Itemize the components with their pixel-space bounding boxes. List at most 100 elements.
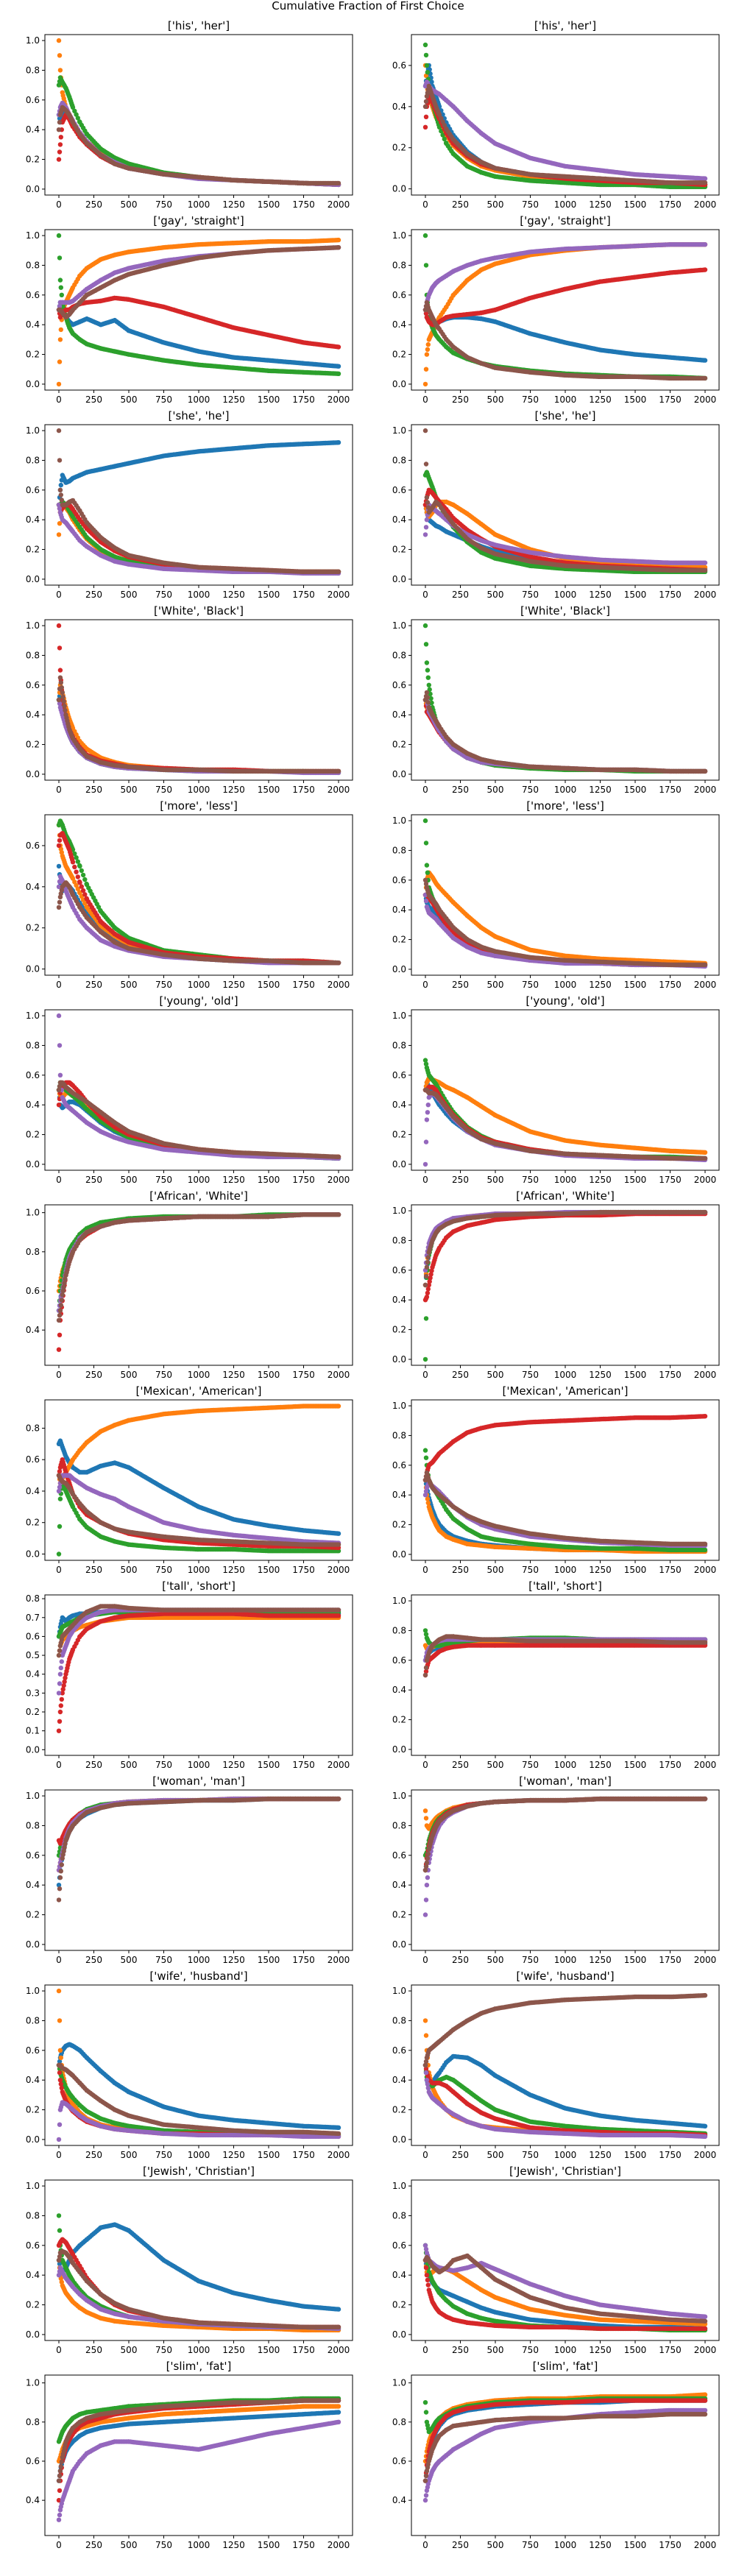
data-point — [336, 440, 342, 445]
subplot-title: ['gay', 'straight'] — [520, 214, 610, 227]
data-point — [57, 53, 63, 58]
x-tick-label: 1500 — [624, 199, 647, 210]
y-tick-label: 0.6 — [26, 290, 40, 300]
data-point — [425, 347, 431, 352]
data-point — [702, 375, 708, 381]
y-tick-label: 0.0 — [26, 574, 40, 584]
plot-frame — [44, 34, 353, 196]
series-1 — [56, 300, 342, 369]
data-point — [58, 135, 64, 140]
x-tick-label: 1750 — [292, 590, 315, 600]
data-point — [422, 381, 428, 387]
y-tick-label: 1.0 — [26, 230, 40, 241]
x-tick-label: 1250 — [222, 590, 245, 600]
series-3 — [56, 75, 342, 188]
data-point — [424, 352, 430, 357]
data-point — [56, 381, 62, 387]
data-point — [57, 119, 63, 125]
data-point — [56, 532, 62, 537]
data-point — [57, 337, 63, 342]
y-tick-label: 0.2 — [26, 350, 40, 360]
y-tick-label: 1.0 — [392, 230, 406, 241]
x-tick-label: 1500 — [258, 590, 280, 600]
plot-frame — [44, 424, 353, 586]
subplot-title: ['his', 'her'] — [534, 19, 596, 32]
x-tick-label: 500 — [487, 199, 504, 210]
data-point — [57, 142, 63, 147]
series-2 — [56, 38, 342, 188]
data-point — [75, 116, 81, 121]
y-tick-label: 0.2 — [26, 155, 40, 165]
y-tick-label: 0.4 — [26, 514, 40, 525]
series-4 — [422, 93, 708, 188]
data-point — [58, 482, 64, 488]
subplot-1: ['his', 'her']0.00.20.40.60 250 500 750 1000… — [392, 19, 720, 210]
y-tick-label: 0.4 — [392, 102, 406, 112]
y-tick-label: 0.4 — [392, 319, 406, 330]
x-tick-label: 250 — [452, 394, 469, 405]
data-point — [56, 127, 62, 132]
data-point — [336, 344, 342, 350]
x-tick-label: 1000 — [188, 199, 210, 210]
y-tick-label: 1.0 — [26, 425, 40, 436]
data-point — [422, 42, 428, 48]
x-tick-label: 2000 — [694, 199, 717, 210]
subplot-title: ['gay', 'straight'] — [153, 214, 244, 227]
data-point — [422, 104, 428, 109]
data-point — [336, 371, 342, 376]
data-point — [58, 327, 64, 333]
subplot-0: ['his', 'her']0.00.20.40.60.81.00 250 500 7… — [26, 19, 353, 210]
subplot-title: ['she', 'he'] — [168, 409, 229, 422]
data-point — [336, 245, 342, 250]
x-tick-label: 2000 — [328, 394, 350, 405]
x-tick-label: 1500 — [624, 394, 647, 405]
subplot-3: ['gay', 'straight']0.00.20.40.60.81.00 25… — [392, 214, 720, 405]
y-tick-label: 0.8 — [26, 65, 40, 75]
x-tick-label: 1250 — [589, 199, 612, 210]
x-tick-label: 0 — [56, 590, 62, 600]
x-tick-label: 250 — [85, 590, 102, 600]
data-point — [424, 63, 430, 68]
x-tick-label: 1250 — [222, 394, 245, 405]
data-point — [702, 267, 708, 272]
plot-frame — [411, 34, 720, 196]
data-point — [56, 157, 62, 162]
y-tick-label: 0.4 — [26, 319, 40, 330]
plot-frame — [411, 229, 720, 391]
y-tick-label: 0.8 — [392, 260, 406, 270]
x-tick-label: 750 — [155, 199, 172, 210]
x-tick-label: 750 — [522, 199, 539, 210]
x-tick-label: 250 — [452, 199, 469, 210]
data-point — [423, 263, 429, 268]
y-tick-label: 0.6 — [392, 60, 406, 71]
data-point — [422, 233, 428, 238]
x-tick-label: 2000 — [328, 199, 350, 210]
y-tick-label: 0.8 — [26, 455, 40, 465]
x-tick-label: 1000 — [554, 199, 577, 210]
data-point — [423, 114, 429, 119]
data-point — [56, 82, 62, 88]
data-point — [336, 364, 342, 369]
x-tick-label: 750 — [155, 394, 172, 405]
x-tick-label: 1750 — [292, 199, 315, 210]
data-point — [423, 99, 429, 104]
x-tick-label: 1500 — [258, 394, 280, 405]
data-point — [59, 292, 65, 297]
data-point — [702, 176, 708, 181]
y-tick-label: 0.6 — [26, 95, 40, 105]
data-point — [56, 38, 62, 43]
series-6 — [422, 83, 708, 185]
y-tick-label: 0.0 — [392, 379, 406, 389]
data-point — [423, 52, 429, 58]
series-5 — [56, 100, 342, 188]
y-tick-label: 0.6 — [26, 485, 40, 495]
data-point — [423, 367, 429, 372]
data-point — [702, 180, 708, 185]
x-tick-label: 1250 — [589, 394, 612, 405]
data-point — [58, 285, 64, 290]
x-tick-label: 1750 — [292, 394, 315, 405]
y-tick-label: 1.0 — [26, 35, 40, 46]
x-tick-label: 1750 — [659, 394, 682, 405]
y-tick-label: 0.0 — [26, 184, 40, 194]
